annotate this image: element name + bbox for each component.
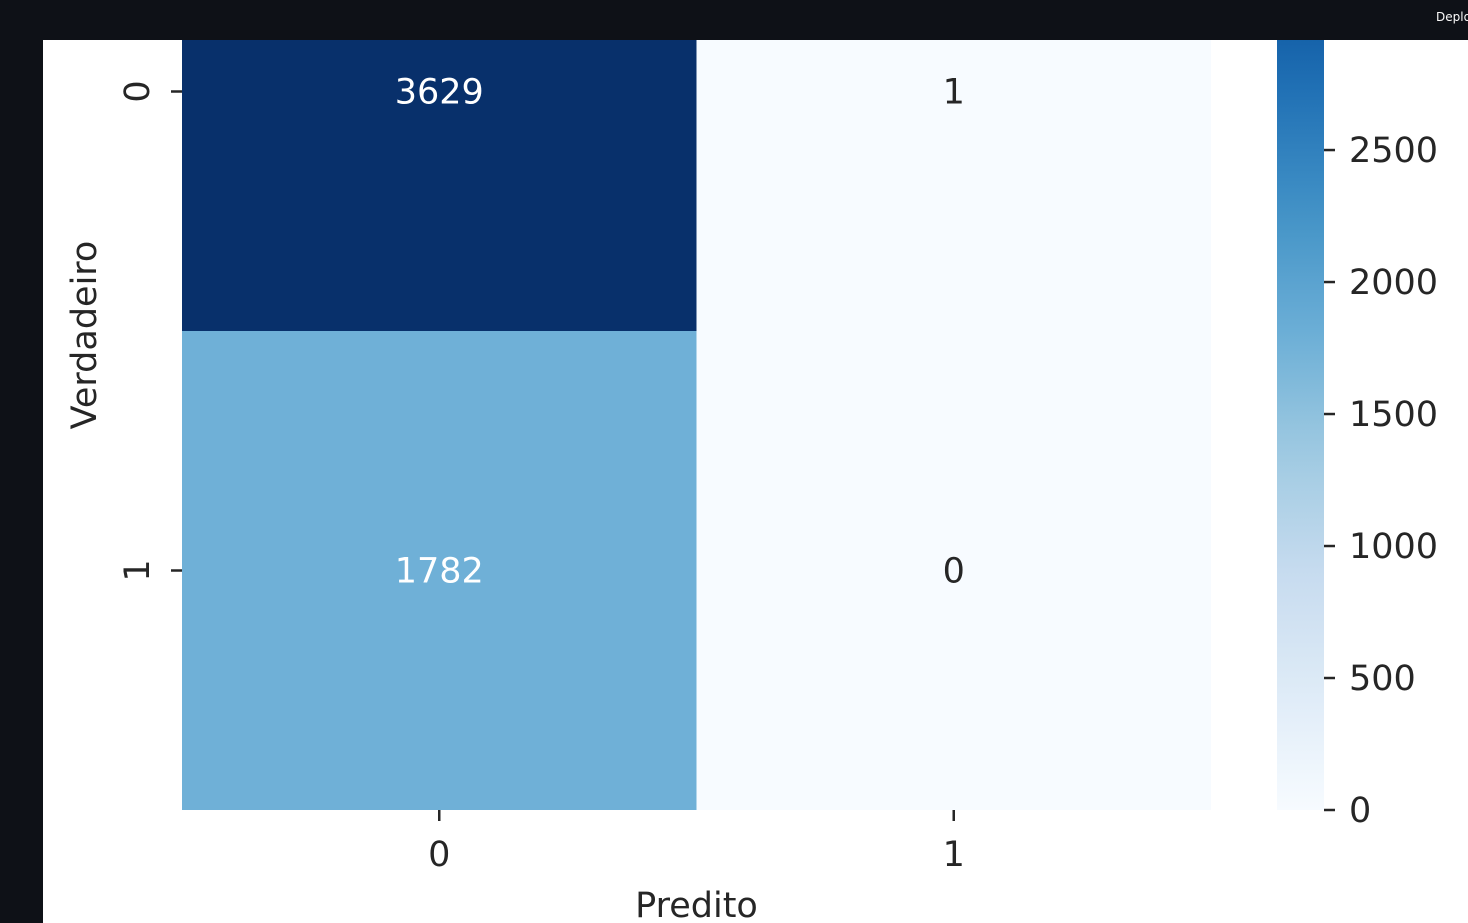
y-tick-label-1: 1: [118, 559, 158, 581]
x-tick-label-1: 1: [943, 835, 965, 875]
cell-annotation-r1-c1: 0: [943, 552, 965, 592]
heatmap-cell-r0-c1: [696, 40, 1211, 331]
cell-annotation-r0-c0: 3629: [395, 73, 484, 113]
colorbar-tick-label-2500: 2500: [1349, 131, 1438, 171]
heatmap-cells: [182, 40, 1211, 810]
heatmap-annotations: 3629 1 1782 0: [395, 73, 965, 592]
heatmap-cell-r1-c0: [182, 331, 697, 810]
x-tick-label-0: 0: [428, 835, 450, 875]
colorbar-tick-label-2000: 2000: [1349, 263, 1438, 303]
deploy-button[interactable]: Deploy: [1436, 10, 1468, 24]
cell-annotation-r0-c1: 1: [943, 73, 965, 113]
heatmap-cell-r1-c1: [696, 331, 1211, 810]
colorbar: 0 500 1000 1500 2000 2500: [1277, 40, 1438, 831]
header-bar: Deploy: [0, 0, 1468, 40]
y-axis: 0 1 Verdadeiro: [65, 80, 182, 582]
colorbar-strip: [1277, 40, 1324, 810]
colorbar-tick-label-1000: 1000: [1349, 527, 1438, 567]
heatmap-cell-r0-c0: [182, 40, 697, 331]
colorbar-tick-label-0: 0: [1349, 791, 1371, 831]
y-tick-label-0: 0: [118, 80, 158, 102]
cell-annotation-r1-c0: 1782: [395, 552, 484, 592]
x-axis-label: Predito: [635, 886, 758, 923]
colorbar-tick-label-500: 500: [1349, 659, 1416, 699]
colorbar-tick-label-1500: 1500: [1349, 395, 1438, 435]
x-axis: 0 1 Predito: [428, 810, 965, 923]
y-axis-label: Verdadeiro: [65, 241, 105, 430]
